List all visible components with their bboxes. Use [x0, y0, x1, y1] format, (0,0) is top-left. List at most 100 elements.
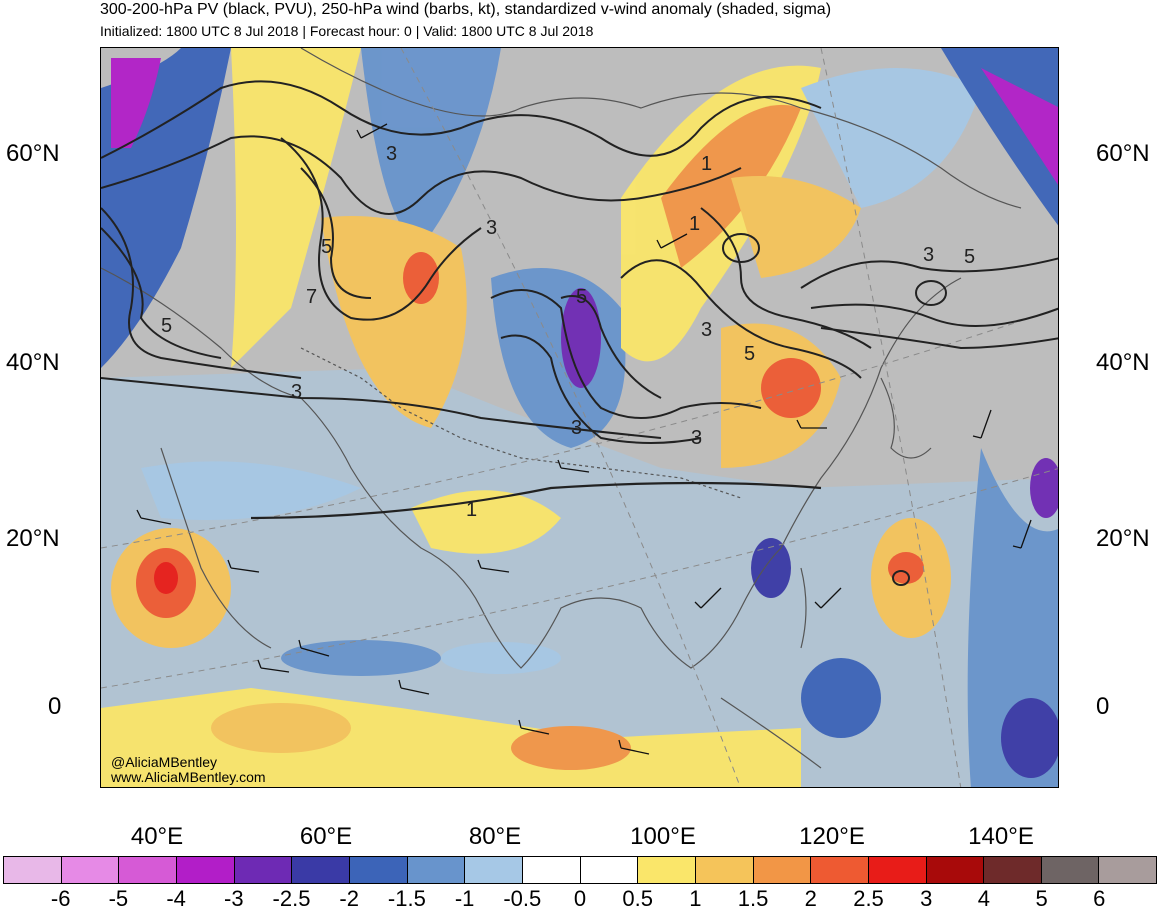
contour-label: 5 [744, 343, 755, 365]
lat-label-right: 20°N [1096, 525, 1150, 552]
coastline [160, 447, 272, 649]
colorbar-tick-label: 3 [920, 886, 933, 911]
contour-label: 3 [486, 217, 497, 239]
coastline [300, 48, 1022, 209]
colorbar-tick-label: 6 [1093, 886, 1106, 911]
contour-label: 1 [466, 499, 477, 521]
graticule-line [101, 468, 1058, 689]
lat-label-left: 0 [48, 693, 62, 720]
lat-label-right: 40°N [1096, 349, 1150, 376]
anomaly-negative-region [141, 461, 361, 520]
colorbar-swatch [176, 857, 235, 883]
lat-label-right: 60°N [1096, 140, 1150, 167]
colorbar-tick-label: 2 [804, 886, 817, 911]
lon-label: 140°E [968, 823, 1034, 850]
colorbar-tick-label: -1.5 [387, 886, 426, 911]
credit-handle: @AliciaMBentley [111, 754, 218, 770]
contour-label: 7 [306, 286, 317, 308]
pv-contour [490, 289, 762, 419]
pv-contours [101, 80, 1058, 586]
anomaly-negative-region [981, 68, 1058, 185]
wind-barb [398, 679, 430, 695]
anomaly-positive-region [211, 703, 351, 753]
colorbar-swatch [234, 857, 293, 883]
lon-label: 120°E [799, 823, 865, 850]
anomaly-negative-region [361, 48, 501, 248]
colorbar-tick-label: -3 [224, 886, 244, 911]
contour-labels: 3 5 7 1 3 5 3 3 1 5 3 1 3 5 3 5 [161, 143, 975, 521]
wind-barb [136, 509, 172, 525]
wind-barb [257, 659, 290, 673]
anomaly-negative-region [751, 538, 791, 598]
contour-label: 3 [691, 427, 702, 449]
colorbar-tick-label: 5 [1035, 886, 1048, 911]
contour-label: 3 [291, 381, 302, 403]
colorbar-swatch [4, 857, 62, 883]
anomaly-positive-region [888, 552, 924, 584]
wind-barb [972, 409, 992, 439]
pv-contour [101, 207, 302, 379]
map-canvas: 3 5 7 1 3 5 3 3 1 5 3 1 3 5 3 5 [101, 48, 1058, 787]
pv-contour [101, 135, 742, 215]
wind-barb [298, 639, 330, 657]
anomaly-negative-region [441, 642, 561, 674]
colorbar-swatch [811, 857, 869, 883]
colorbar-tick-label: -2.5 [272, 886, 311, 911]
anomaly-positive-region [761, 358, 821, 418]
anomaly-positive-region [231, 48, 361, 368]
colorbar-swatch [119, 857, 177, 883]
colorbar-tick-label: 2.5 [853, 886, 884, 911]
colorbar-swatch [868, 857, 927, 883]
contour-label: 5 [964, 246, 975, 268]
coastline [720, 697, 822, 769]
lon-label: 40°E [130, 823, 184, 850]
coastlines [101, 48, 1022, 769]
colorbar-tick-label: -0.5 [503, 886, 542, 911]
colorbar-swatch [349, 857, 408, 883]
lat-label-left: 20°N [6, 525, 60, 552]
colorbar-swatch [1041, 857, 1100, 883]
colorbar-tick-label: -1 [454, 886, 475, 911]
anomaly-negative-region [801, 68, 981, 208]
colorbar-swatch [407, 857, 466, 883]
plot-title: 300-200-hPa PV (black, PVU), 250-hPa win… [100, 1, 832, 18]
contour-label: 5 [161, 315, 172, 337]
anomaly-positive-region [154, 562, 178, 594]
lat-label-left: 60°N [6, 140, 60, 167]
colorbar-tick-label: 4 [977, 886, 991, 911]
pv-contour [820, 327, 1058, 350]
pv-contour [560, 295, 662, 399]
wind-barb [518, 719, 550, 735]
anomaly-negative-region [1030, 458, 1058, 518]
contour-label: 3 [386, 143, 397, 165]
colorbar-tick-label: 0.5 [622, 886, 653, 911]
anomaly-positive-region [661, 104, 801, 269]
contour-label: 5 [321, 236, 332, 258]
pv-contour [800, 257, 1058, 289]
colorbar-tick-label: -4 [166, 886, 186, 911]
colorbar-tick-label: -2 [339, 886, 359, 911]
graticule [101, 48, 1058, 787]
colorbar-swatch [695, 857, 754, 883]
anomaly-negative-region [801, 658, 881, 738]
colorbar-swatch [753, 857, 812, 883]
colorbar-tick-label: -5 [108, 886, 129, 911]
colorbar-tick-label: 1 [689, 886, 702, 911]
pv-contour [101, 80, 822, 159]
wind-barb [557, 459, 590, 473]
pv-contour [915, 280, 947, 306]
pv-contour [250, 481, 822, 520]
colorbar-swatch [1099, 857, 1157, 883]
anomaly-positive-region [731, 176, 861, 278]
colorbar-swatch [465, 857, 523, 883]
pv-contour [810, 303, 1058, 327]
contour-label: 3 [923, 244, 934, 266]
credit-url: www.AliciaMBentley.com [111, 769, 266, 785]
anomaly-positive-region [511, 726, 631, 770]
wind-barb [694, 587, 722, 609]
pv-contour [892, 570, 910, 586]
anomaly-shading [101, 48, 1058, 787]
contour-label: 1 [701, 153, 712, 175]
contour-label: 1 [689, 213, 700, 235]
wind-barb [656, 233, 688, 249]
